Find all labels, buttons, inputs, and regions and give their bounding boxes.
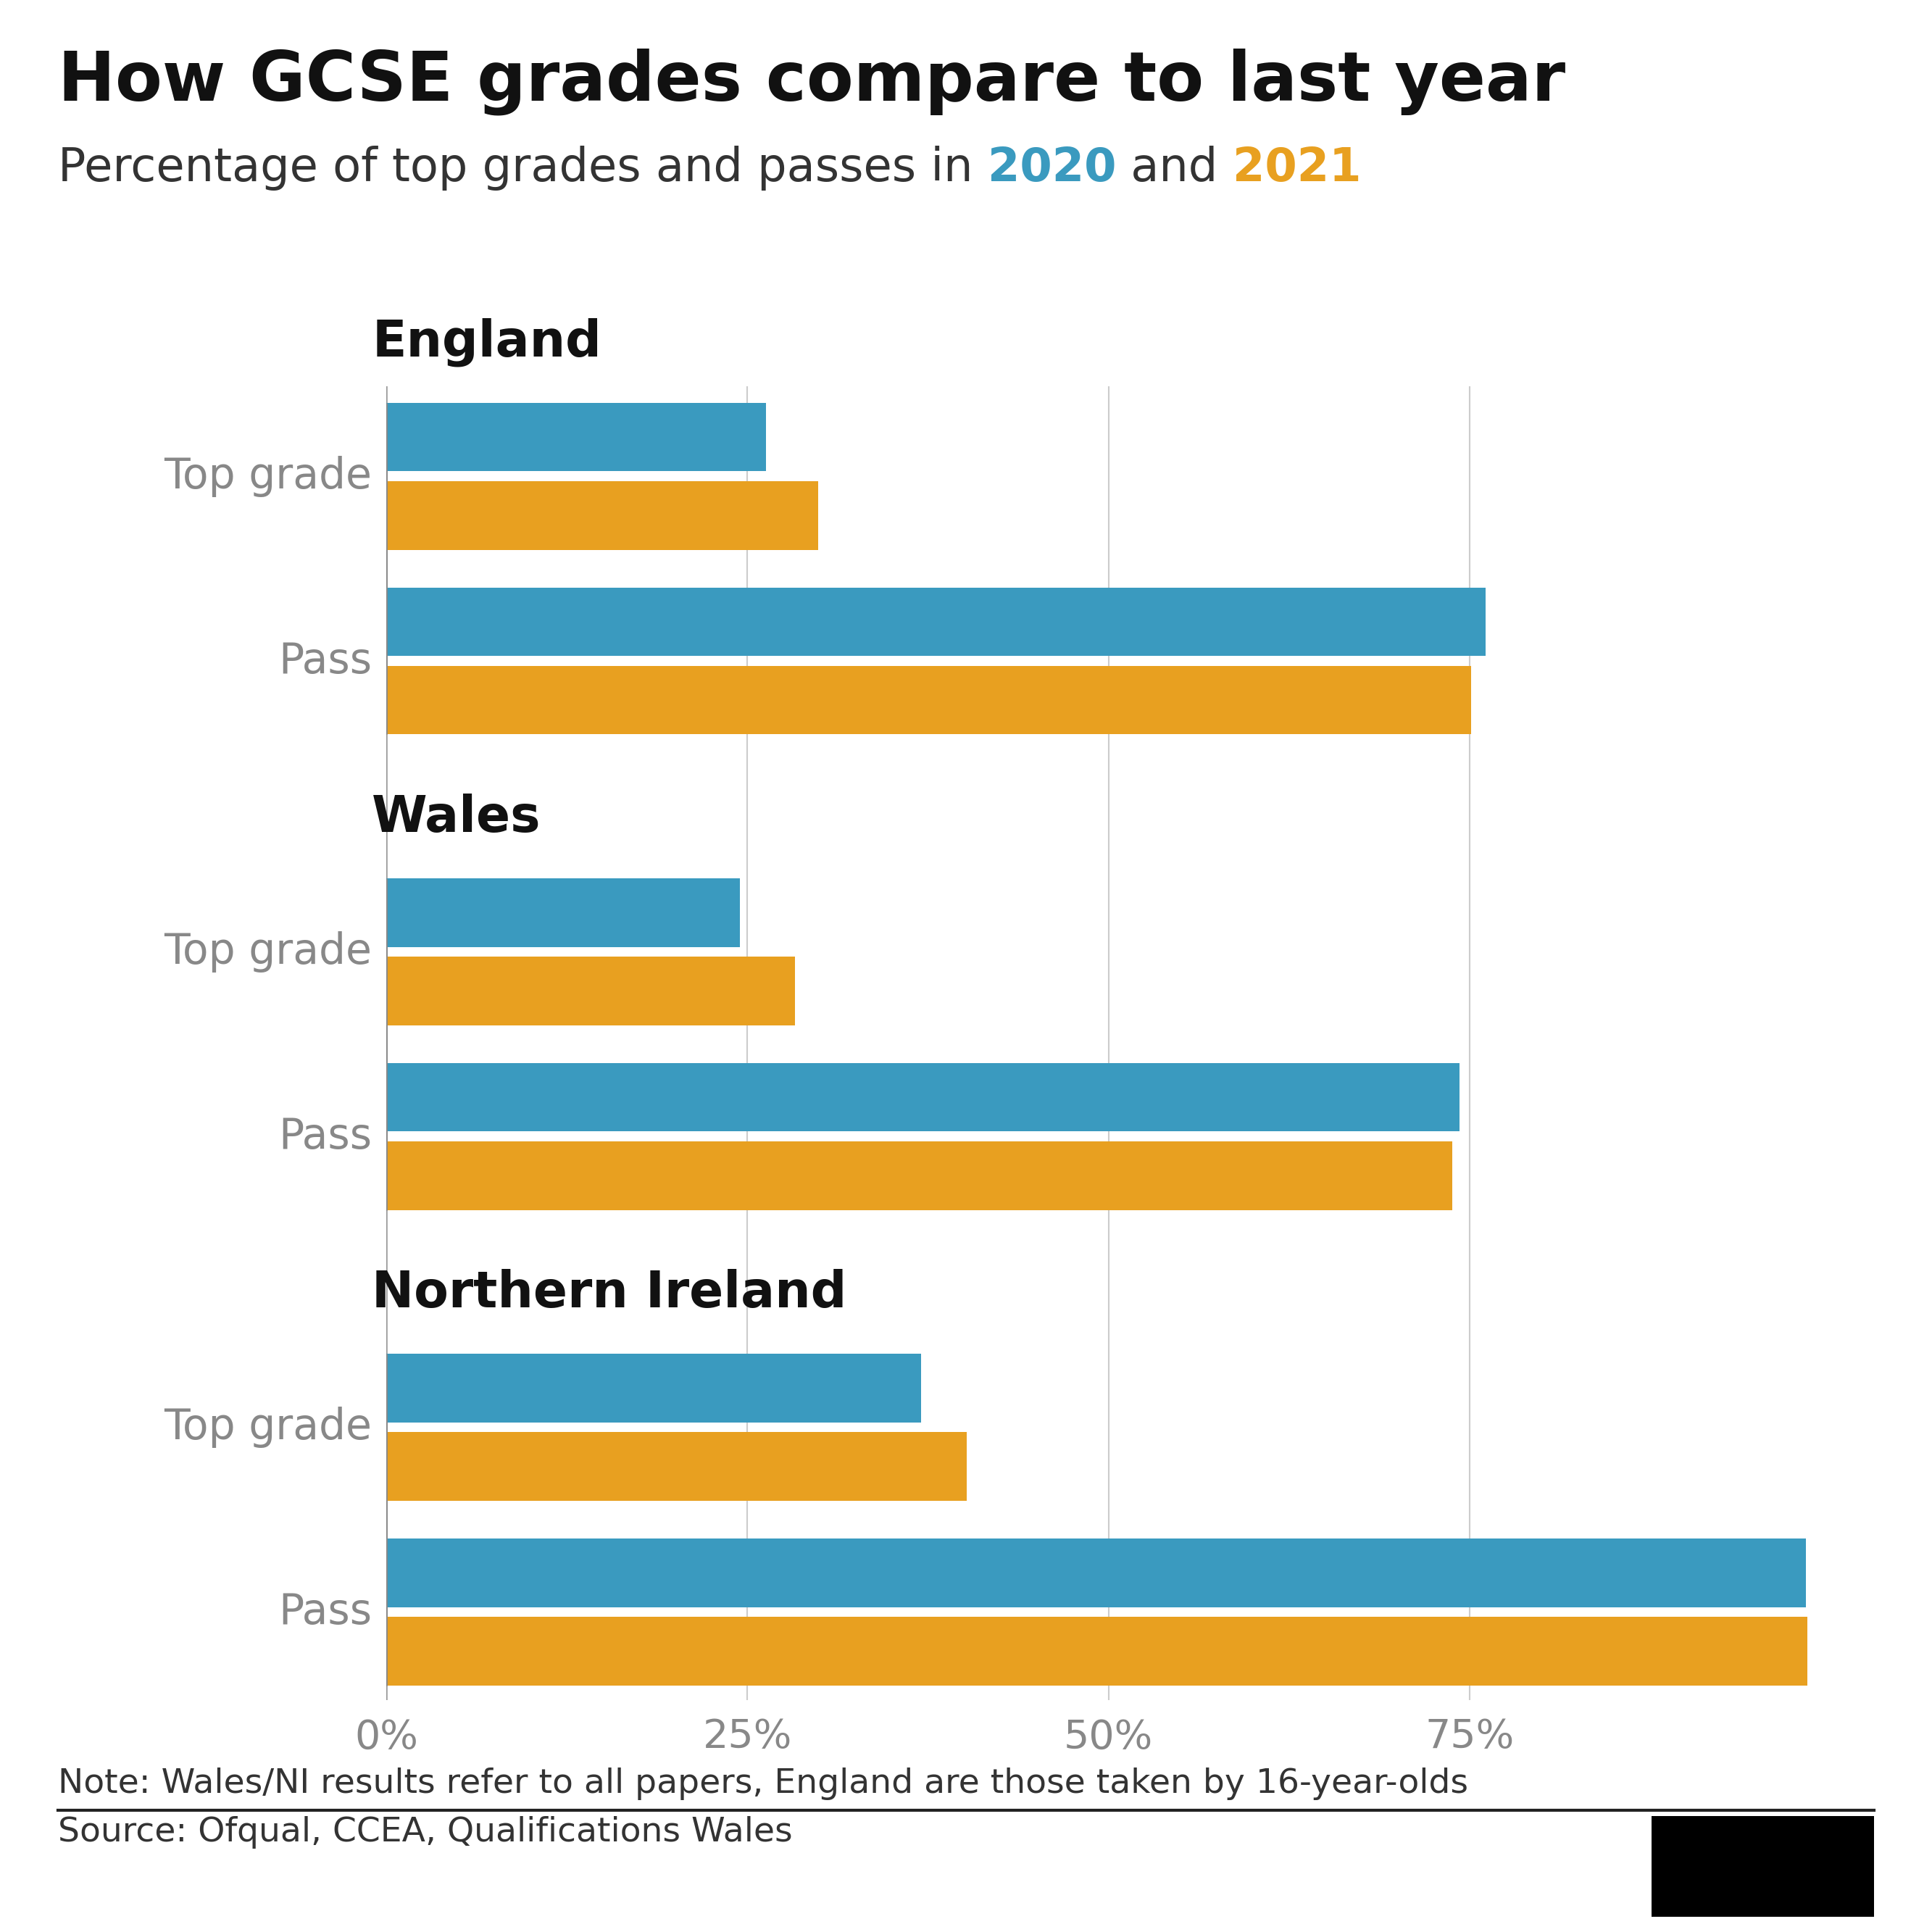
Bar xyxy=(386,402,767,471)
Bar xyxy=(386,879,740,947)
Text: C: C xyxy=(1822,1849,1849,1884)
Text: Northern Ireland: Northern Ireland xyxy=(373,1269,846,1318)
Text: 2021: 2021 xyxy=(1233,145,1362,189)
Bar xyxy=(386,1617,1808,1685)
Text: Pass: Pass xyxy=(278,639,373,682)
Bar xyxy=(386,1432,968,1501)
Bar xyxy=(386,1142,1453,1209)
Bar xyxy=(386,1538,1806,1607)
Text: Note: Wales/NI results refer to all papers, England are those taken by 16-year-o: Note: Wales/NI results refer to all pape… xyxy=(58,1768,1468,1801)
Text: Source: Ofqual, CCEA, Qualifications Wales: Source: Ofqual, CCEA, Qualifications Wal… xyxy=(58,1816,792,1849)
Text: England: England xyxy=(373,319,601,367)
Text: Top grade: Top grade xyxy=(164,931,373,972)
Text: and: and xyxy=(1117,145,1233,189)
Bar xyxy=(1731,1824,1797,1909)
Bar xyxy=(386,667,1470,734)
Text: Percentage of top grades and passes in: Percentage of top grades and passes in xyxy=(58,145,987,189)
Text: B: B xyxy=(1750,1849,1777,1884)
Text: Top grade: Top grade xyxy=(164,456,373,497)
Text: Top grade: Top grade xyxy=(164,1406,373,1447)
Bar xyxy=(386,956,796,1026)
Text: Pass: Pass xyxy=(278,1117,373,1157)
Bar xyxy=(386,481,819,551)
Text: 2020: 2020 xyxy=(987,145,1117,189)
Text: How GCSE grades compare to last year: How GCSE grades compare to last year xyxy=(58,48,1565,116)
Text: B: B xyxy=(1679,1849,1706,1884)
Bar xyxy=(386,587,1486,657)
Bar xyxy=(386,1063,1459,1132)
Bar xyxy=(386,1354,922,1422)
Bar xyxy=(1803,1824,1868,1909)
Bar xyxy=(1660,1824,1727,1909)
Text: Wales: Wales xyxy=(373,794,541,842)
Text: Pass: Pass xyxy=(278,1592,373,1633)
